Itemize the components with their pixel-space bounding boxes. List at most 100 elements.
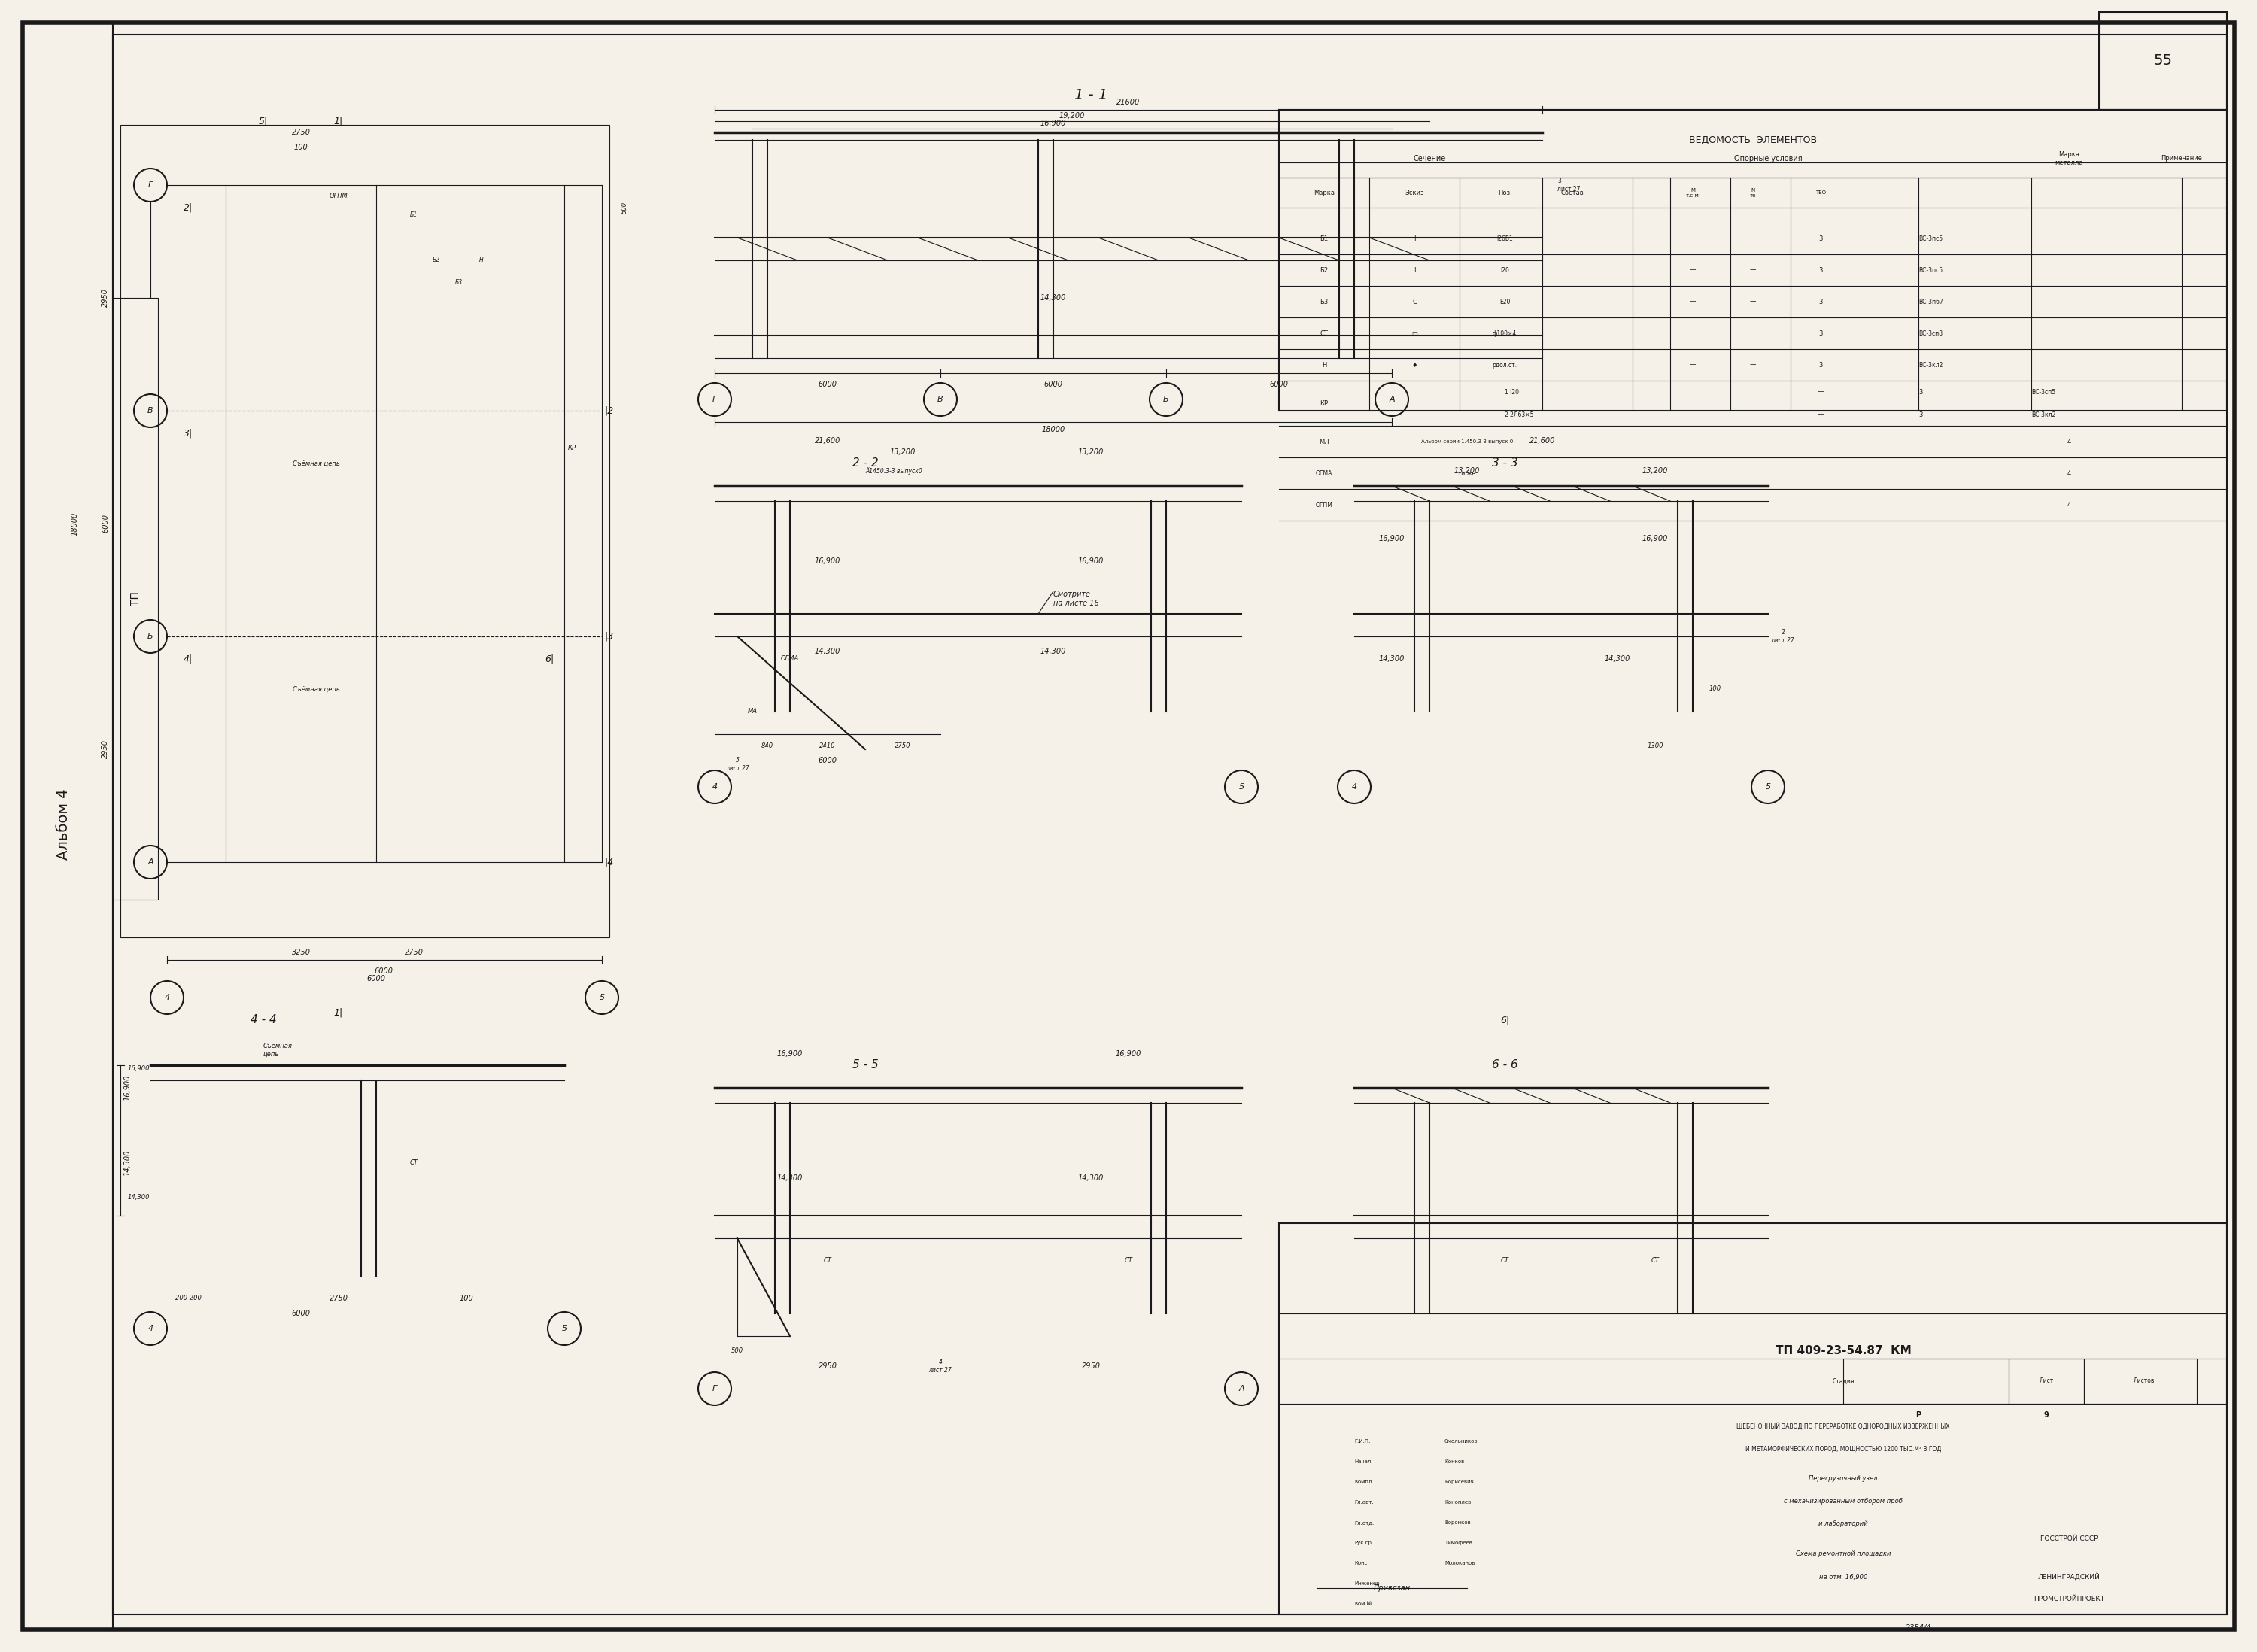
Text: —: — [1749,266,1756,274]
Text: 2950: 2950 [817,1363,837,1370]
Text: 16,900: 16,900 [124,1075,131,1100]
Text: ВС-3сп8: ВС-3сп8 [1918,330,1943,337]
Text: 18000: 18000 [72,512,79,535]
Text: В: В [937,396,943,403]
Text: ВС-3кл2: ВС-3кл2 [2031,411,2056,418]
Text: |4: |4 [605,857,614,867]
Text: 14,300: 14,300 [1379,656,1404,662]
Text: 2950: 2950 [1081,1363,1101,1370]
Text: МЛ: МЛ [1318,438,1329,444]
Text: КР: КР [569,444,576,451]
Text: Съёмная цепь: Съёмная цепь [293,686,339,692]
Text: —: — [1690,235,1695,241]
Text: Е20: Е20 [1499,299,1510,306]
Text: 3: 3 [1819,362,1824,368]
Text: ОГМА: ОГМА [781,656,799,662]
Text: 14,300: 14,300 [124,1150,131,1176]
Text: 3: 3 [1819,235,1824,241]
Text: 16,900: 16,900 [776,1051,803,1057]
Text: 3
лист 27: 3 лист 27 [1557,178,1580,192]
Text: 3: 3 [1819,299,1824,306]
Text: N
те: N те [1749,188,1756,198]
Text: Сечение: Сечение [1413,155,1447,162]
Text: ТЕО: ТЕО [1815,190,1826,195]
Bar [2083,1358,2196,1404]
Text: Съёмная цепь: Съёмная цепь [293,459,339,468]
Text: 2950: 2950 [102,740,108,758]
Text: 6 - 6: 6 - 6 [1492,1059,1517,1070]
Bar [1844,1358,2009,1404]
Text: ВС-3кл2: ВС-3кл2 [1918,362,1943,368]
Text: Б1: Б1 [411,211,418,218]
Text: Борисевич: Борисевич [1444,1480,1474,1483]
Text: ♦: ♦ [1411,362,1417,368]
Bar [1280,1222,2228,1614]
Text: 2
лист 27: 2 лист 27 [1772,629,1794,644]
Text: Перегрузочный узел: Перегрузочный узел [1808,1475,1878,1482]
Text: И МЕТАМОРФИЧЕСКИХ ПОРОД, МОЩНОСТЬЮ 1200 ТЫС.М³ В ГОД: И МЕТАМОРФИЧЕСКИХ ПОРОД, МОЩНОСТЬЮ 1200 … [1745,1446,1941,1452]
Text: Привязан: Привязан [1372,1584,1411,1593]
Text: Н: Н [478,258,483,264]
Text: ОГПМ: ОГПМ [1316,502,1332,509]
Text: 4
лист 27: 4 лист 27 [930,1360,952,1373]
Text: 21,600: 21,600 [815,438,840,444]
Text: СТ: СТ [824,1257,831,1264]
Text: Альбом серии 1.450.3-3 выпуск 0: Альбом серии 1.450.3-3 выпуск 0 [1422,439,1512,444]
Text: 100: 100 [460,1295,474,1302]
Text: Смотрите
на листе 16: Смотрите на листе 16 [1054,591,1099,606]
Text: 14,300: 14,300 [1079,1175,1104,1181]
Text: 1 I20: 1 I20 [1505,388,1519,395]
Text: А: А [147,859,153,866]
Text: Б: Б [1162,396,1169,403]
Text: Гл.авт.: Гл.авт. [1354,1500,1375,1505]
Text: Г: Г [713,1384,718,1393]
Text: Поз.: Поз. [1499,190,1512,197]
Text: ЛЕНИНГРАДСКИЙ: ЛЕНИНГРАДСКИЙ [2038,1573,2099,1581]
Text: 5: 5 [1239,783,1244,791]
Text: Марка
металла: Марка металла [2054,152,2083,167]
Text: Р: Р [1916,1411,1921,1419]
Text: СТ: СТ [1501,1257,1508,1264]
Text: Опорные условия: Опорные условия [1733,155,1801,162]
Text: I20: I20 [1501,266,1510,274]
Text: 18000: 18000 [1040,426,1065,433]
Text: 14,300: 14,300 [776,1175,803,1181]
Text: 14,300: 14,300 [815,648,840,656]
Text: Молоканов: Молоканов [1444,1561,1474,1566]
Text: —: — [1749,299,1756,306]
Text: на отм. 16,900: на отм. 16,900 [1819,1573,1867,1581]
Text: ОГМА: ОГМА [1316,469,1332,476]
Text: —: — [1690,362,1695,368]
Text: ВС-3пб7: ВС-3пб7 [1918,299,1943,306]
Text: 6|: 6| [1501,1016,1510,1024]
Text: Инженер: Инженер [1354,1581,1379,1586]
Bar [113,297,158,900]
Text: 4 - 4: 4 - 4 [251,1014,275,1026]
Text: ВЕДОМОСТЬ  ЭЛЕМЕНТОВ: ВЕДОМОСТЬ ЭЛЕМЕНТОВ [1688,135,1817,145]
Text: 2 2Л63×5: 2 2Л63×5 [1505,411,1535,418]
Text: Лист: Лист [2038,1378,2054,1384]
Text: ВС-3пс5: ВС-3пс5 [1918,266,1943,274]
Text: 3: 3 [1819,330,1824,337]
Text: 13,200: 13,200 [889,448,916,456]
Text: Б2: Б2 [433,258,440,264]
Bar [2099,12,2228,109]
Bar [23,23,113,1629]
Text: 6000: 6000 [817,380,837,388]
Text: 6|: 6| [544,654,553,664]
Text: 4: 4 [1352,783,1356,791]
Text: 2750: 2750 [404,948,424,957]
Text: Гл.отд.: Гл.отд. [1354,1520,1375,1525]
Text: 14,300: 14,300 [1040,648,1065,656]
Bar [120,126,609,937]
Text: □: □ [1411,330,1417,337]
Text: —: — [1690,266,1695,274]
Text: 2410: 2410 [819,742,835,748]
Text: 13,200: 13,200 [1454,468,1481,474]
Text: 2750: 2750 [894,742,912,748]
Text: ВС-3пс5: ВС-3пс5 [1918,235,1943,241]
Text: —: — [1749,235,1756,241]
Text: 3: 3 [1918,411,1923,418]
Bar [2009,1358,2083,1404]
Text: —: — [1749,362,1756,368]
